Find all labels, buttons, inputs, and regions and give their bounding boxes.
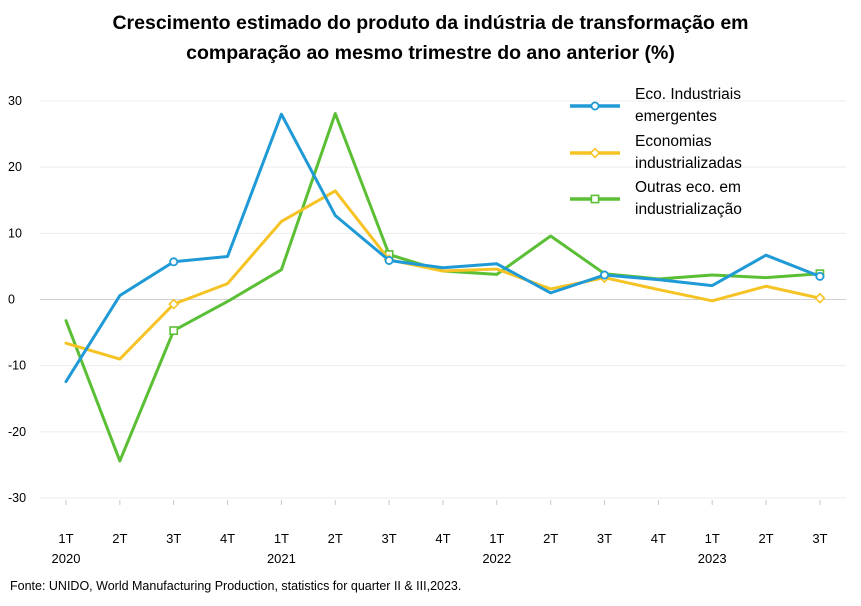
x-year-label: 2021 — [267, 551, 296, 566]
y-tick-label: 30 — [8, 94, 22, 108]
legend-marker — [590, 101, 600, 111]
y-tick-label: 20 — [8, 160, 22, 174]
x-tick-label: 2T — [543, 531, 558, 546]
x-axis-ticks: 1T 2020 2T 3T 4T 1T 2021 2T 3T 4T 1T 2022 2T 3T 4T 1T 20… — [52, 500, 828, 566]
x-tick-label: 1T — [58, 531, 73, 546]
legend-label: industrialização — [635, 201, 742, 218]
x-tick-label: 4T — [651, 531, 666, 546]
data-point-marker — [600, 270, 610, 280]
y-axis-ticks: 30 20 10 0 -10 -20 -30 — [8, 94, 26, 505]
x-tick-label: 3T — [597, 531, 612, 546]
data-point-marker — [814, 292, 826, 304]
legend-label: Outras eco. em — [635, 179, 741, 196]
series-0 — [64, 112, 825, 384]
x-tick-label: 3T — [812, 531, 827, 546]
data-point-marker — [815, 271, 825, 281]
data-point-marker — [169, 257, 179, 267]
x-year-label: 2023 — [698, 551, 727, 566]
grid-lines — [40, 100, 846, 499]
series-line — [64, 189, 822, 361]
source-note: Fonte: UNIDO, World Manufacturing Produc… — [10, 579, 462, 593]
x-tick-label: 2T — [328, 531, 343, 546]
legend-label: Economias — [635, 133, 712, 150]
data-point-marker — [168, 298, 180, 310]
legend-marker — [589, 147, 601, 159]
legend: Eco. Industriais emergentes Economias indus… — [570, 86, 742, 218]
x-tick-label: 1T — [705, 531, 720, 546]
legend-item-1: Economias industrializadas — [570, 133, 742, 172]
x-tick-label: 3T — [382, 531, 397, 546]
x-tick-label: 1T — [489, 531, 504, 546]
chart-title-line-2: comparação ao mesmo trimestre do ano ant… — [186, 42, 675, 64]
y-tick-label: 0 — [8, 293, 15, 307]
legend-label: Eco. Industriais — [635, 86, 741, 103]
y-tick-label: 10 — [8, 226, 22, 240]
data-point-marker — [384, 255, 394, 265]
legend-marker — [590, 194, 600, 204]
x-year-label: 2022 — [482, 551, 511, 566]
data-point-marker — [169, 326, 179, 335]
x-tick-label: 3T — [166, 531, 181, 546]
x-tick-label: 4T — [435, 531, 450, 546]
legend-label: emergentes — [635, 108, 717, 125]
legend-item-2: Outras eco. em industrialização — [570, 179, 742, 218]
x-tick-label: 4T — [220, 531, 235, 546]
x-tick-label: 2T — [112, 531, 127, 546]
x-tick-label: 1T — [274, 531, 289, 546]
series-lines — [64, 112, 826, 463]
chart-title-line-1: Crescimento estimado do produto da indús… — [112, 12, 749, 34]
x-tick-label: 2T — [758, 531, 773, 546]
chart-title: Crescimento estimado do produto da indús… — [0, 8, 861, 68]
legend-item-0: Eco. Industriais emergentes — [570, 86, 741, 125]
y-tick-label: -10 — [8, 359, 26, 373]
y-tick-label: -20 — [8, 425, 26, 439]
y-tick-label: -30 — [8, 491, 26, 505]
series-line — [64, 112, 822, 384]
legend-label: industrializadas — [635, 155, 742, 172]
x-year-label: 2020 — [52, 551, 81, 566]
